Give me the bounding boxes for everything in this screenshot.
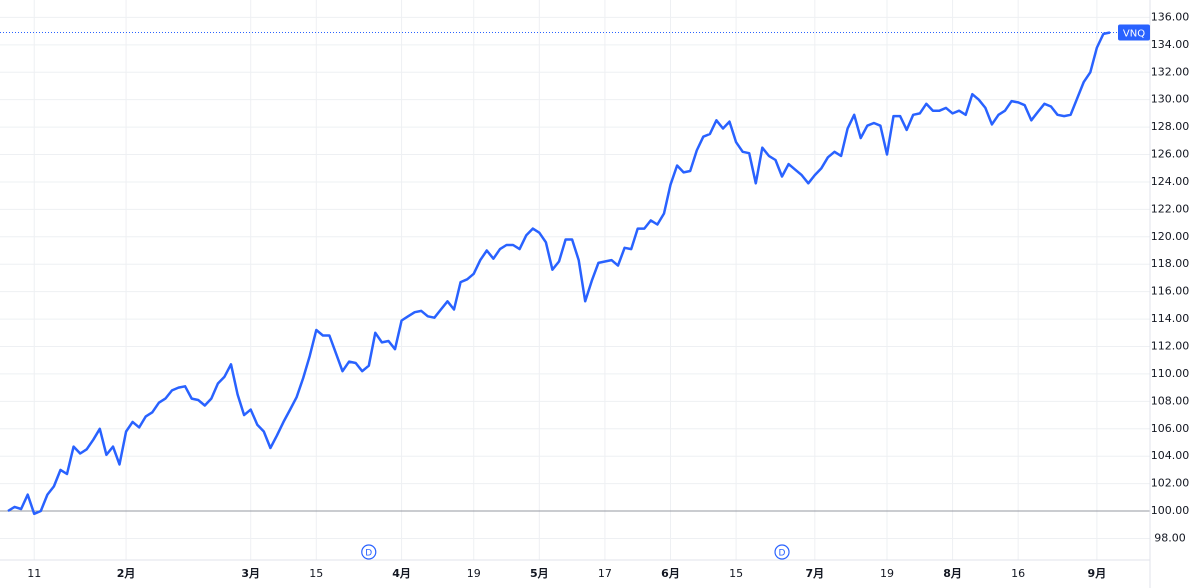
x-tick-label: 9月 (1088, 567, 1107, 580)
y-tick-label: 122.00 (1151, 202, 1190, 215)
series-label-box (1118, 24, 1150, 41)
x-tick-label: 4月 (392, 567, 411, 580)
x-tick-label: 5月 (530, 567, 549, 580)
y-tick-label: 132.00 (1151, 65, 1190, 78)
x-tick-label: 6月 (661, 567, 680, 580)
event-label: D (365, 549, 372, 559)
y-tick-label: 126.00 (1151, 148, 1190, 161)
x-tick-label: 19 (467, 567, 481, 580)
x-tick-label: 15 (729, 567, 743, 580)
series-label: VNQ (1123, 28, 1145, 39)
y-tick-label: 136.00 (1151, 10, 1190, 23)
x-tick-label: 19 (880, 567, 894, 580)
event-marker (774, 544, 790, 560)
y-tick-label: 112.00 (1151, 340, 1190, 353)
x-tick-label: 3月 (241, 567, 260, 580)
x-tick-label: 17 (598, 567, 612, 580)
y-tick-label: 134.00 (1151, 38, 1190, 51)
y-tick-label: 114.00 (1151, 312, 1190, 325)
y-tick-label: 128.00 (1151, 120, 1190, 133)
x-tick-label: 16 (1011, 567, 1025, 580)
y-tick-label: 98.00 (1154, 531, 1186, 544)
y-tick-label: 102.00 (1151, 477, 1190, 490)
price-line (7, 31, 1111, 516)
y-tick-label: 130.00 (1151, 93, 1190, 106)
x-tick-label: 15 (309, 567, 323, 580)
event-marker (361, 544, 377, 560)
x-tick-label: 2月 (117, 567, 136, 580)
y-tick-label: 120.00 (1151, 230, 1190, 243)
y-tick-label: 110.00 (1151, 367, 1190, 380)
x-tick-label: 8月 (943, 567, 962, 580)
x-tick-label: 7月 (805, 567, 824, 580)
x-tick-label: 11 (27, 567, 41, 580)
event-label: D (779, 549, 786, 559)
y-tick-label: 118.00 (1151, 257, 1190, 270)
y-tick-label: 100.00 (1151, 504, 1190, 517)
y-tick-label: 124.00 (1151, 175, 1190, 188)
y-tick-label: 116.00 (1151, 285, 1190, 298)
y-tick-label: 108.00 (1151, 394, 1190, 407)
y-tick-label: 106.00 (1151, 422, 1190, 435)
y-tick-label: 104.00 (1151, 449, 1190, 462)
